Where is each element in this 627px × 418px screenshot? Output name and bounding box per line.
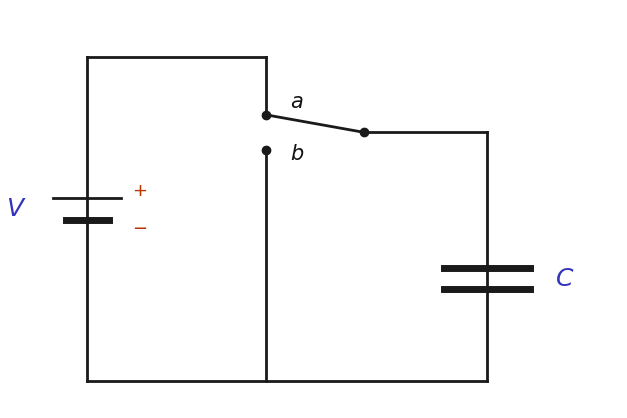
Text: $V$: $V$ (6, 197, 27, 221)
Text: +: + (132, 182, 147, 200)
Text: −: − (132, 220, 147, 238)
Text: $C$: $C$ (555, 267, 574, 291)
Text: $b$: $b$ (290, 144, 305, 164)
Text: $a$: $a$ (290, 92, 304, 112)
